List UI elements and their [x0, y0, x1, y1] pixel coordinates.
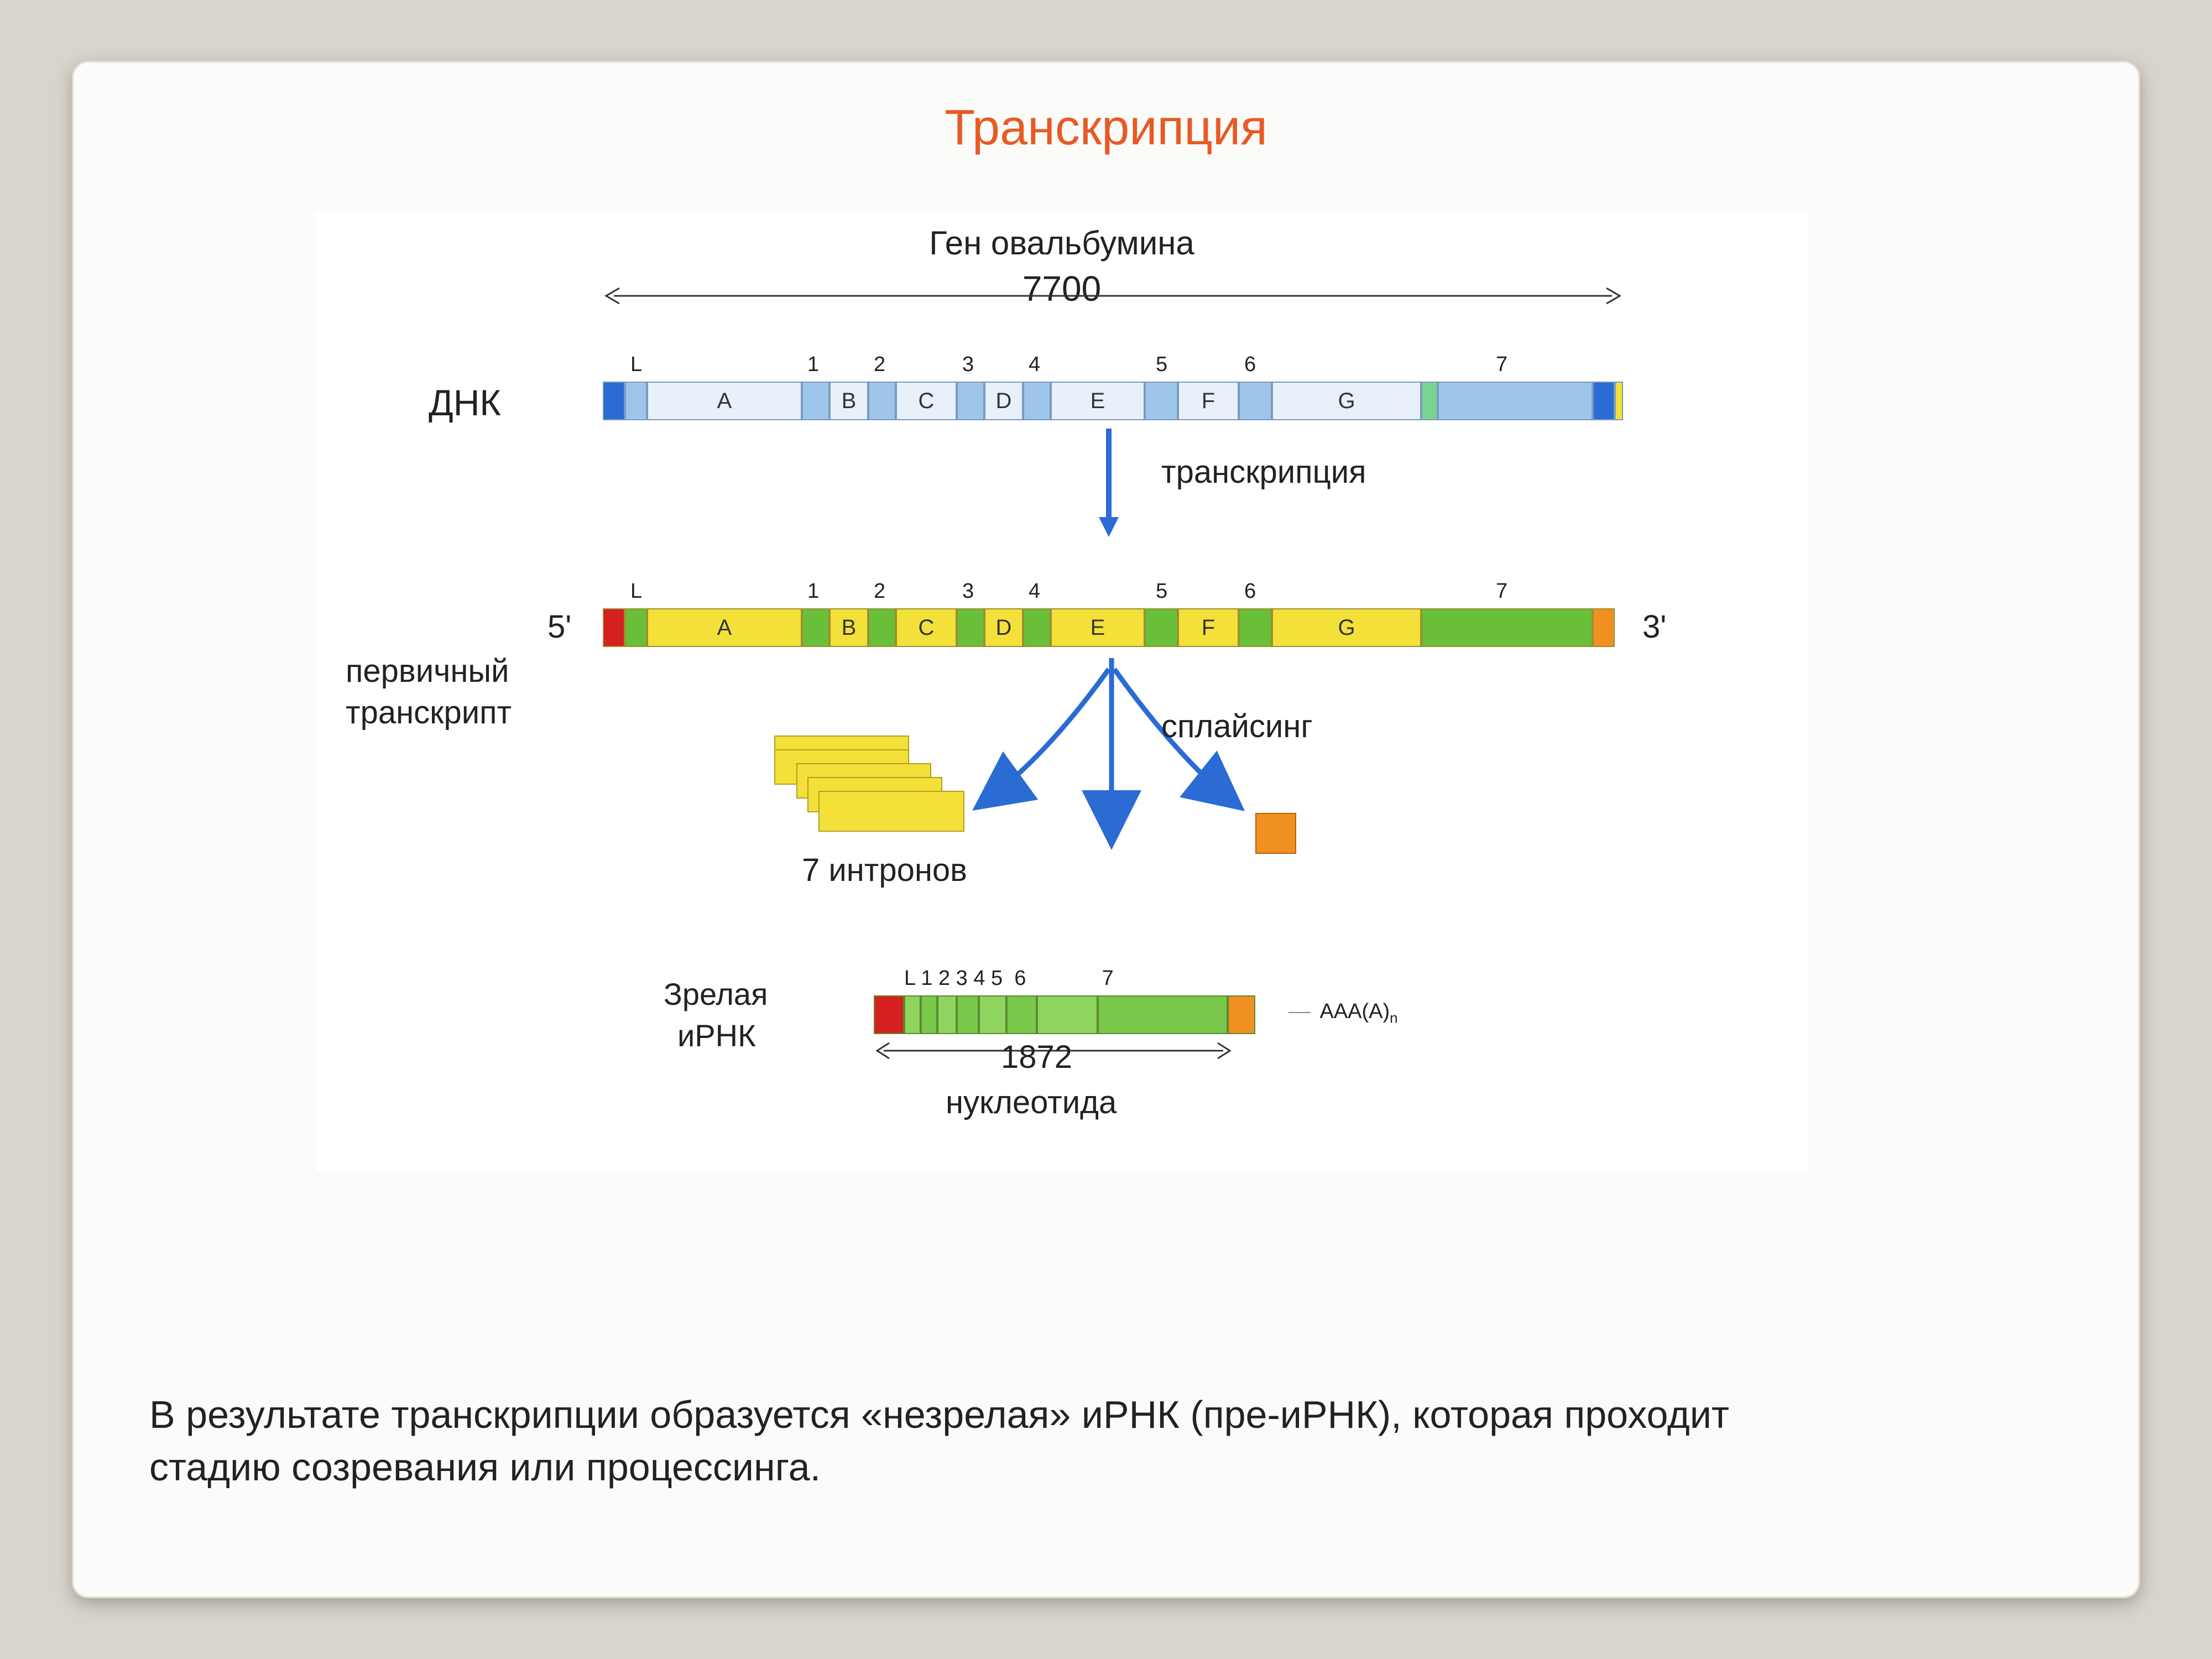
intron-num: 1 [807, 580, 819, 603]
polyA: AAA(A)n [1288, 1000, 1398, 1027]
mature-segment [1037, 995, 1098, 1034]
mature-length: 1872 [1001, 1039, 1072, 1076]
mature-segment [1098, 995, 1228, 1034]
rna-segment [1239, 608, 1272, 647]
mature-mrna-row [874, 995, 1255, 1034]
intron-num: 6 [1244, 580, 1256, 603]
primary-transcript-row: ABCDEFG [603, 608, 1615, 647]
diagram: Ген овальбумина 7700 1234567 L ДНК ABCDE… [315, 210, 1808, 1172]
dna-segment [802, 382, 830, 420]
dna-segment [603, 382, 625, 420]
mature-segment [921, 995, 937, 1034]
intron-num: 7 [1496, 353, 1507, 377]
rna-segment: D [984, 608, 1023, 647]
mature-segment [1006, 995, 1037, 1034]
slide-title: Транскрипция [72, 100, 2140, 156]
gene-bracket [603, 285, 1623, 307]
transcription-arrow-line [1106, 429, 1112, 517]
slide: Транскрипция Ген овальбумина 7700 123456… [72, 61, 2140, 1598]
dna-segment [1239, 382, 1272, 420]
rna-segment [1145, 608, 1178, 647]
primary-2: транскрипт [346, 694, 512, 731]
mature-segment [1228, 995, 1255, 1034]
dna-segment [1593, 382, 1615, 420]
intron-stack [774, 735, 995, 857]
intron-num: 2 [874, 580, 885, 603]
mature-segment [957, 995, 979, 1034]
intron-num: 3 [962, 580, 974, 603]
intron-num: 1 [807, 353, 819, 377]
rna-segment [1023, 608, 1051, 647]
caption: В результате транскрипции образуется «не… [149, 1389, 1864, 1493]
dna-segment [1421, 382, 1438, 420]
mature-2: иРНК [677, 1018, 756, 1053]
dna-segment: A [647, 382, 802, 420]
mature-1: Зрелая [664, 976, 768, 1012]
rna-segment: A [647, 608, 802, 647]
rna-segment [603, 608, 625, 647]
intron-num: 7 [1496, 580, 1507, 603]
intron-num: 4 [1029, 580, 1040, 603]
mature-nums: L 1 2 3 4 5 6 7 [904, 967, 1114, 990]
dna-segment [1615, 382, 1623, 420]
dna-segment: F [1178, 382, 1239, 420]
five-prime: 5' [547, 608, 571, 645]
dna-segment [1145, 382, 1178, 420]
rna-segment [957, 608, 984, 647]
exon-L-label-dna: L [630, 353, 642, 377]
rna-segment [1593, 608, 1615, 647]
dna-segment [957, 382, 984, 420]
dna-segment [1023, 382, 1051, 420]
dna-segment [868, 382, 896, 420]
intron-num: 4 [1029, 353, 1040, 377]
intron-num: 2 [874, 353, 885, 377]
rna-segment: E [1051, 608, 1145, 647]
exon-L-label-rna: L [630, 580, 642, 603]
rna-segment: B [830, 608, 868, 647]
rna-segment [802, 608, 830, 647]
dna-segment [1438, 382, 1593, 420]
transcription-label: транскрипция [1161, 453, 1366, 491]
intron-num: 5 [1156, 353, 1167, 377]
dna-segment [625, 382, 647, 420]
rna-segment [868, 608, 896, 647]
intron-num: 5 [1156, 580, 1167, 603]
dna-segment: E [1051, 382, 1145, 420]
mature-segment [937, 995, 957, 1034]
seven-introns: 7 интронов [802, 852, 967, 889]
rna-segment: C [896, 608, 957, 647]
dna-segment: D [984, 382, 1023, 420]
mature-segment [979, 995, 1006, 1034]
dna-label: ДНК [429, 382, 501, 424]
dna-row: ABCDEFG [603, 382, 1623, 420]
dna-segment: C [896, 382, 957, 420]
dna-segment: B [830, 382, 868, 420]
mature-segment [904, 995, 921, 1034]
rna-segment [625, 608, 647, 647]
transcription-arrow-head [1099, 517, 1119, 537]
nucleotides: нуклеотида [946, 1084, 1117, 1121]
rna-segment: G [1272, 608, 1421, 647]
cap-box [1255, 813, 1296, 854]
mature-segment [874, 995, 904, 1034]
dna-segment: G [1272, 382, 1421, 420]
splicing-label: сплайсинг [1161, 708, 1313, 745]
rna-segment [1421, 608, 1593, 647]
intron-num: 6 [1244, 353, 1256, 377]
gene-title: Ген овальбумина [315, 224, 1808, 262]
primary-1: первичный [346, 653, 509, 690]
three-prime: 3' [1642, 608, 1666, 645]
intron-num: 3 [962, 353, 974, 377]
rna-segment: F [1178, 608, 1239, 647]
